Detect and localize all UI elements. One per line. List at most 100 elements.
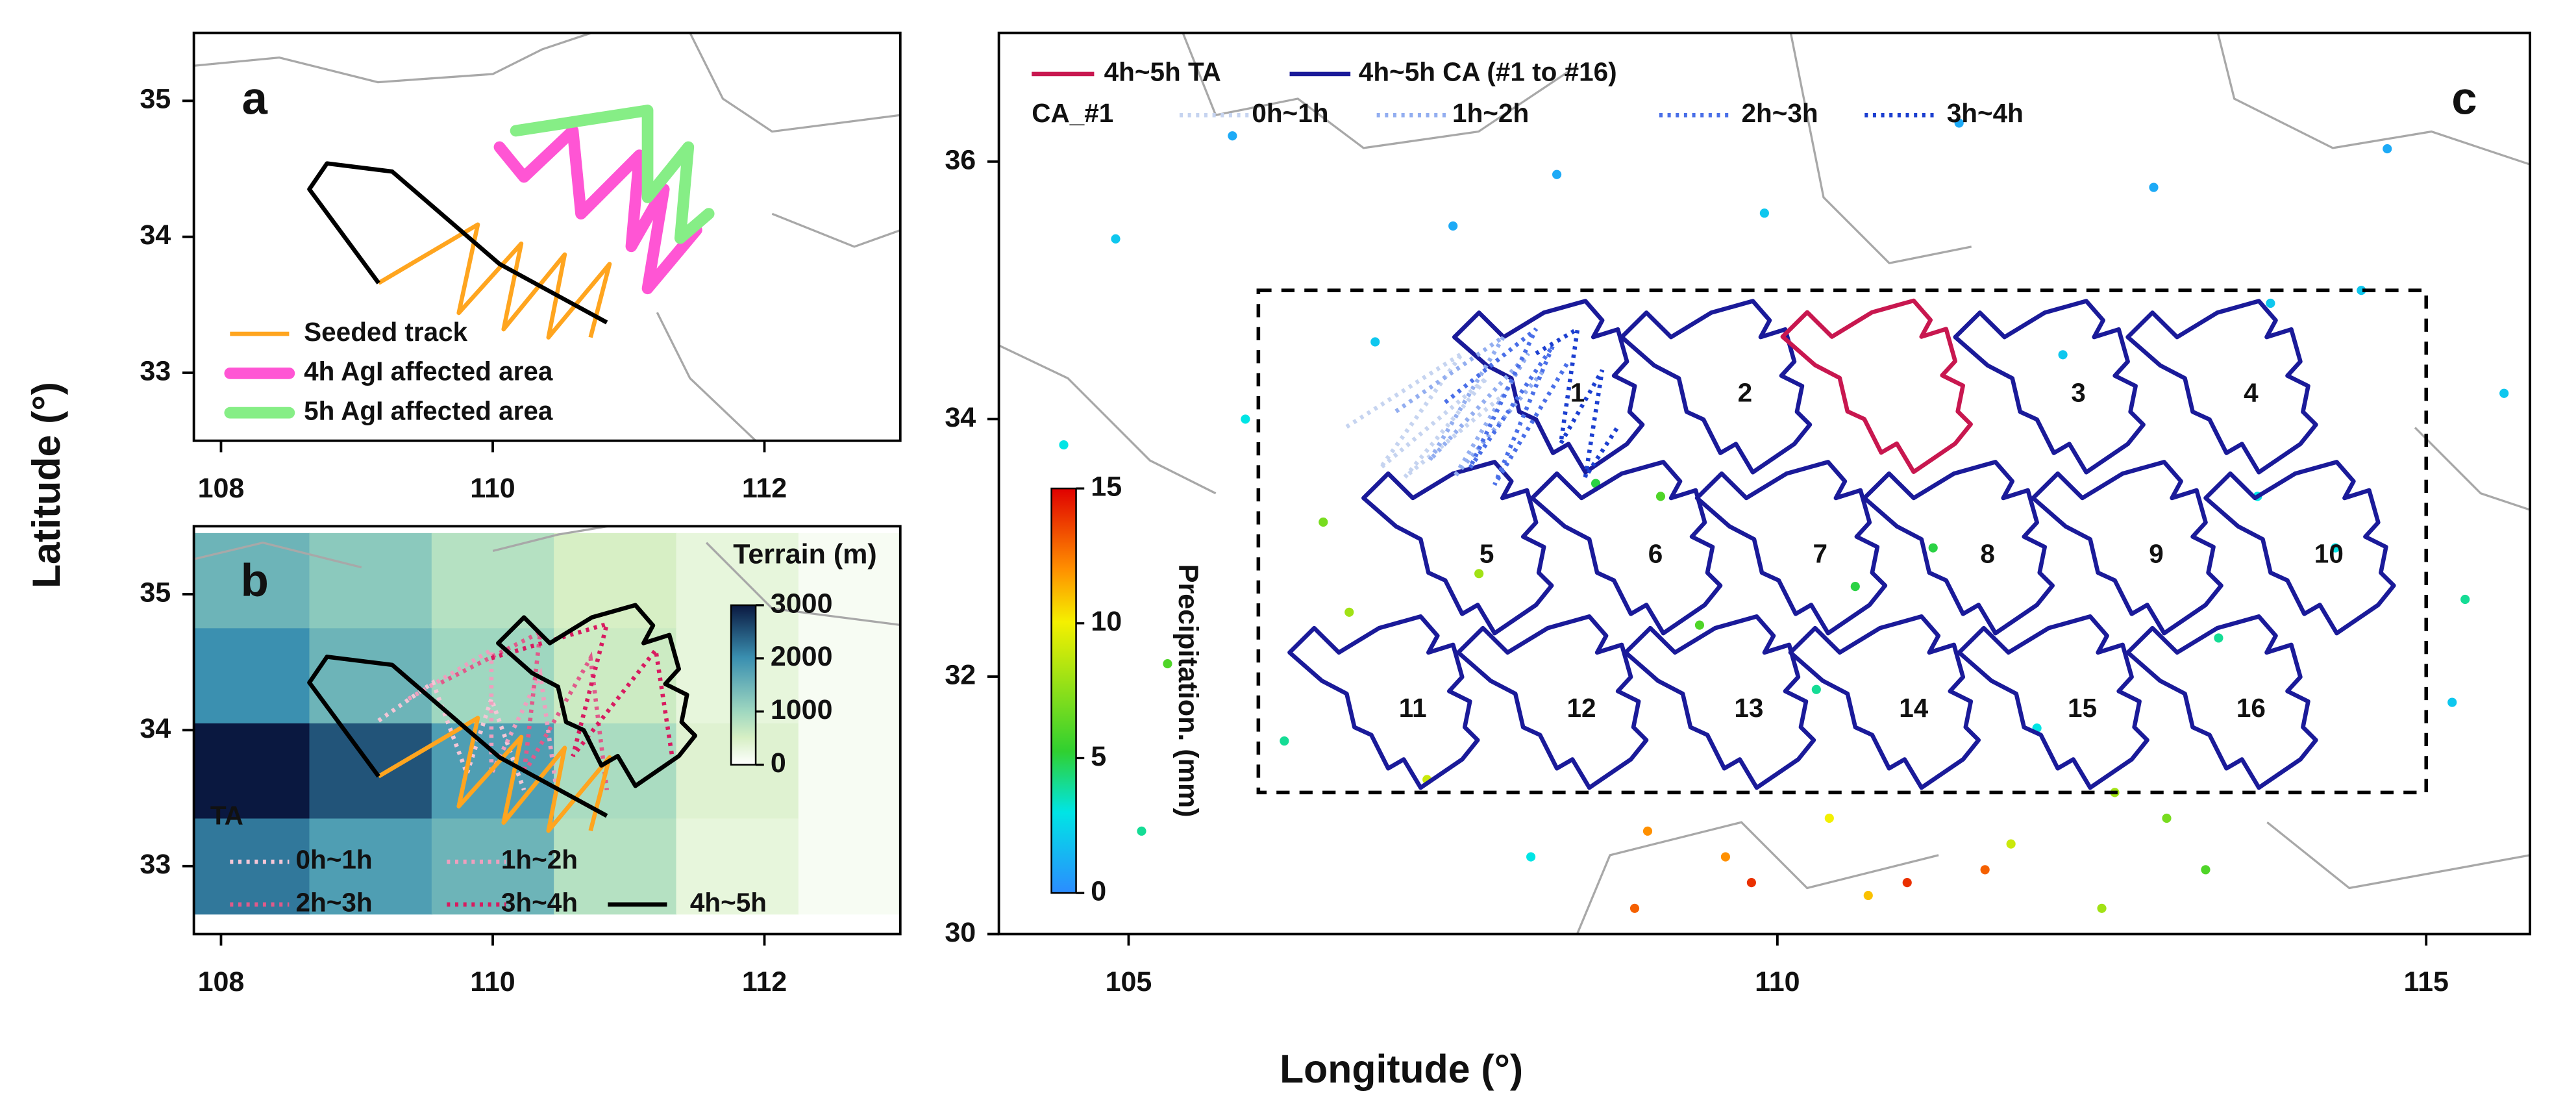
ca-outline	[2125, 299, 2318, 475]
station-dot	[1954, 118, 1964, 128]
colorbar-tick-label: 3000	[771, 588, 833, 619]
colorbar-tick-label: 0	[771, 747, 786, 779]
colorbar	[1050, 487, 1077, 894]
station-dot	[2097, 903, 2107, 913]
ca-outline	[1623, 614, 1816, 790]
legend-label: 4h~5h CA (#1 to #16)	[1359, 57, 1617, 87]
station-dot	[1228, 131, 1237, 141]
ca-outline	[1953, 299, 2146, 475]
track	[493, 125, 702, 295]
ca-outline	[2031, 460, 2223, 636]
station-dot	[1137, 826, 1146, 836]
ca-label: 8	[1980, 538, 1995, 568]
station-dot	[1811, 684, 1821, 694]
x-tick-label: 112	[742, 966, 787, 997]
province-border	[193, 542, 362, 569]
province-border	[2414, 427, 2531, 511]
station-dot	[1759, 208, 1769, 218]
terrain-cell	[798, 723, 900, 820]
station-dot	[1111, 234, 1121, 244]
station-dot	[2357, 286, 2366, 295]
legend-label: 1h~2h	[1452, 98, 1529, 128]
province-border	[1789, 32, 1972, 264]
station-dot	[2331, 543, 2340, 553]
terrain-cell	[554, 532, 677, 629]
ca-label: 14	[1899, 693, 1929, 723]
station-dot	[1370, 337, 1380, 347]
x-axis-label: Longitude (°)	[1280, 1047, 1523, 1091]
ca-label: 11	[1399, 693, 1427, 723]
legend-label: 0h~1h	[296, 845, 373, 875]
province-border	[998, 344, 1217, 495]
ca-outline	[1694, 460, 1888, 636]
panel-letter: c	[2451, 73, 2477, 125]
ca-outline	[1361, 460, 1554, 636]
terrain-cell	[798, 818, 900, 915]
station-dot	[1720, 852, 1731, 862]
ca-label: 7	[1813, 538, 1828, 568]
ca-label: 5	[1480, 538, 1494, 568]
colorbar-title: Terrain (m)	[733, 538, 876, 570]
track	[1345, 351, 1505, 479]
x-tick-label: 105	[1106, 966, 1152, 997]
ca-label: 2	[1738, 377, 1753, 407]
station-dot	[2006, 839, 2016, 849]
ca-label: 13	[1734, 693, 1763, 723]
track	[307, 161, 608, 325]
ca-outline	[1287, 614, 1480, 790]
legend-label: 4h~5h TA	[1104, 57, 1221, 87]
terrain-cell	[431, 818, 555, 915]
terrain-cell	[554, 628, 677, 725]
colorbar-tick-label: 2000	[771, 641, 833, 672]
province-border	[706, 542, 900, 626]
track	[377, 716, 612, 833]
y-tick-label: 34	[945, 402, 976, 433]
ca-outline	[1957, 614, 2149, 790]
station-dot	[1629, 903, 1640, 913]
terrain-cell	[431, 532, 555, 629]
ca-label: 12	[1567, 693, 1596, 723]
terrain-cell	[798, 628, 900, 725]
station-dot	[2499, 388, 2509, 398]
station-dot	[1319, 517, 1328, 527]
x-tick-label: 115	[2404, 966, 2449, 997]
colorbar-tick-label: 10	[1091, 606, 1122, 637]
station-dot	[1928, 543, 1938, 553]
track	[377, 222, 612, 340]
legend-label: 2h~3h	[1741, 98, 1818, 128]
legend-title: TA	[210, 800, 243, 830]
terrain-cell	[193, 723, 310, 820]
track	[377, 679, 526, 791]
terrain-cell	[309, 723, 433, 820]
legend-label: 4h~5h	[690, 888, 767, 918]
station-dot	[1863, 890, 1873, 901]
province-border	[771, 212, 900, 248]
track	[1444, 327, 1570, 486]
station-dot	[1163, 659, 1172, 669]
x-tick-label: 112	[742, 473, 787, 504]
y-tick-label: 34	[140, 713, 171, 744]
track	[490, 621, 675, 758]
panel-letter: a	[242, 73, 268, 125]
station-dot	[2214, 633, 2223, 643]
station-dot	[1824, 813, 1834, 823]
terrain-cell	[309, 818, 433, 915]
station-dot	[1655, 492, 1666, 501]
map-panel	[193, 526, 900, 915]
station-dot	[2162, 813, 2172, 823]
track	[1394, 334, 1546, 479]
track	[1780, 298, 1973, 474]
province-border	[656, 312, 757, 441]
ca-label: 9	[2149, 538, 2164, 568]
track	[510, 105, 715, 244]
track	[1535, 325, 1620, 479]
legend-title: CA_#1	[1032, 98, 1113, 128]
colorbar-tick-label: 0	[1091, 875, 1106, 907]
legend-label: 2h~3h	[296, 888, 373, 918]
legend-label: 1h~2h	[501, 845, 578, 875]
ca-label: 15	[2068, 693, 2097, 723]
station-dot	[2201, 865, 2211, 875]
station-dot	[1059, 440, 1069, 450]
